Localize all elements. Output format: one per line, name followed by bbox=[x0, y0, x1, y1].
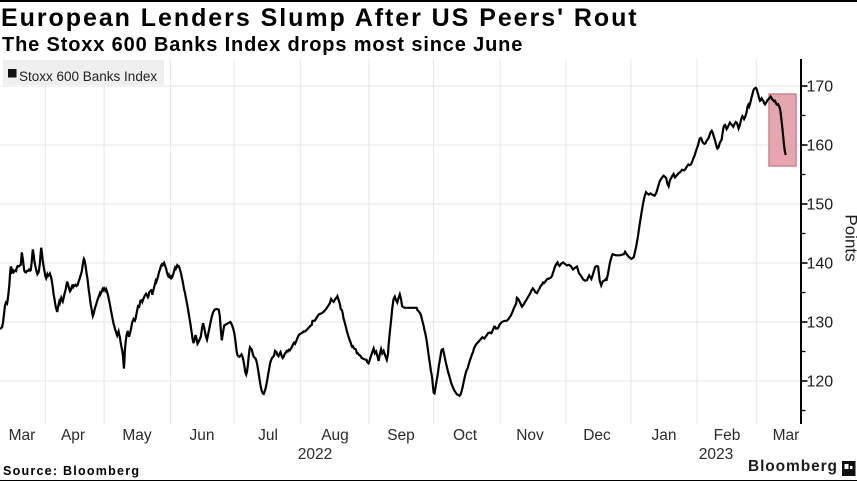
svg-text:160: 160 bbox=[807, 138, 834, 155]
svg-text:Mar: Mar bbox=[9, 427, 36, 444]
svg-text:Sep: Sep bbox=[387, 427, 415, 444]
svg-text:2023: 2023 bbox=[699, 446, 733, 463]
svg-text:Oct: Oct bbox=[453, 427, 478, 444]
svg-text:Apr: Apr bbox=[61, 427, 85, 444]
svg-text:Jan: Jan bbox=[652, 427, 677, 444]
svg-text:Feb: Feb bbox=[714, 427, 741, 444]
svg-text:150: 150 bbox=[807, 197, 834, 214]
svg-text:Dec: Dec bbox=[583, 427, 611, 444]
svg-text:120: 120 bbox=[807, 374, 834, 391]
svg-text:Points: Points bbox=[842, 214, 857, 261]
svg-text:Jul: Jul bbox=[258, 427, 278, 444]
svg-text:Mar: Mar bbox=[773, 427, 800, 444]
svg-text:130: 130 bbox=[807, 315, 834, 332]
svg-text:Aug: Aug bbox=[321, 427, 349, 444]
svg-text:May: May bbox=[122, 427, 152, 444]
svg-text:Stoxx 600 Banks Index: Stoxx 600 Banks Index bbox=[19, 69, 157, 84]
svg-text:170: 170 bbox=[807, 79, 834, 96]
svg-text:Jun: Jun bbox=[190, 427, 215, 444]
svg-text:2022: 2022 bbox=[298, 446, 332, 463]
svg-text:140: 140 bbox=[807, 256, 834, 273]
svg-text:Nov: Nov bbox=[516, 427, 544, 444]
